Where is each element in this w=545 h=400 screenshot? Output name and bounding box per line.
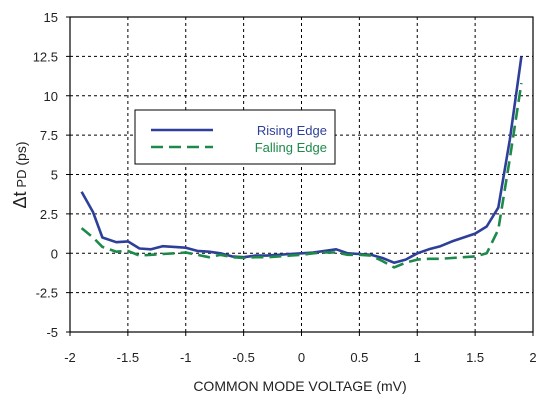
y-tick-label: 2.5 xyxy=(40,207,58,222)
grid xyxy=(70,17,533,332)
y-tick-label: -2.5 xyxy=(36,286,58,301)
x-axis-label: COMMON MODE VOLTAGE (mV) xyxy=(193,378,406,394)
y-tick-label: 5 xyxy=(51,168,58,183)
x-tick-label: 0.5 xyxy=(350,350,368,365)
y-axis-label-sub: PD xyxy=(14,170,29,188)
legend: Rising Edge Falling Edge xyxy=(134,109,336,165)
y-axis-label-delta: Δt xyxy=(10,191,30,208)
x-tick-label: 1.5 xyxy=(466,350,484,365)
x-tick-label: -1.5 xyxy=(117,350,139,365)
x-axis-ticks: -2 -1.5 -1 -0.5 0 0.5 1 1.5 2 xyxy=(64,332,537,365)
x-tick-label: 0 xyxy=(298,350,305,365)
x-tick-label: -1 xyxy=(180,350,192,365)
series-line-falling-edge xyxy=(80,82,523,269)
y-tick-label: 12.5 xyxy=(33,49,58,64)
y-tick-label: 10 xyxy=(44,89,58,104)
y-axis-ticks: -5 -2.5 0 2.5 5 7.5 10 12.5 15 xyxy=(33,10,70,340)
x-tick-label: -0.5 xyxy=(232,350,254,365)
series-group xyxy=(80,56,523,269)
y-axis-label-unit: (ps) xyxy=(13,142,29,166)
y-tick-label: -5 xyxy=(46,325,58,340)
legend-label: Rising Edge xyxy=(257,123,327,138)
y-axis-label: Δt PD (ps) xyxy=(10,142,30,209)
series-line-rising-edge xyxy=(80,56,523,264)
x-tick-label: 1 xyxy=(414,350,421,365)
x-tick-label: 2 xyxy=(529,350,536,365)
y-tick-label: 7.5 xyxy=(40,128,58,143)
legend-box xyxy=(134,109,336,165)
y-tick-label: 0 xyxy=(51,246,58,261)
y-tick-label: 15 xyxy=(44,10,58,25)
legend-label: Falling Edge xyxy=(255,140,327,155)
x-tick-label: -2 xyxy=(64,350,76,365)
